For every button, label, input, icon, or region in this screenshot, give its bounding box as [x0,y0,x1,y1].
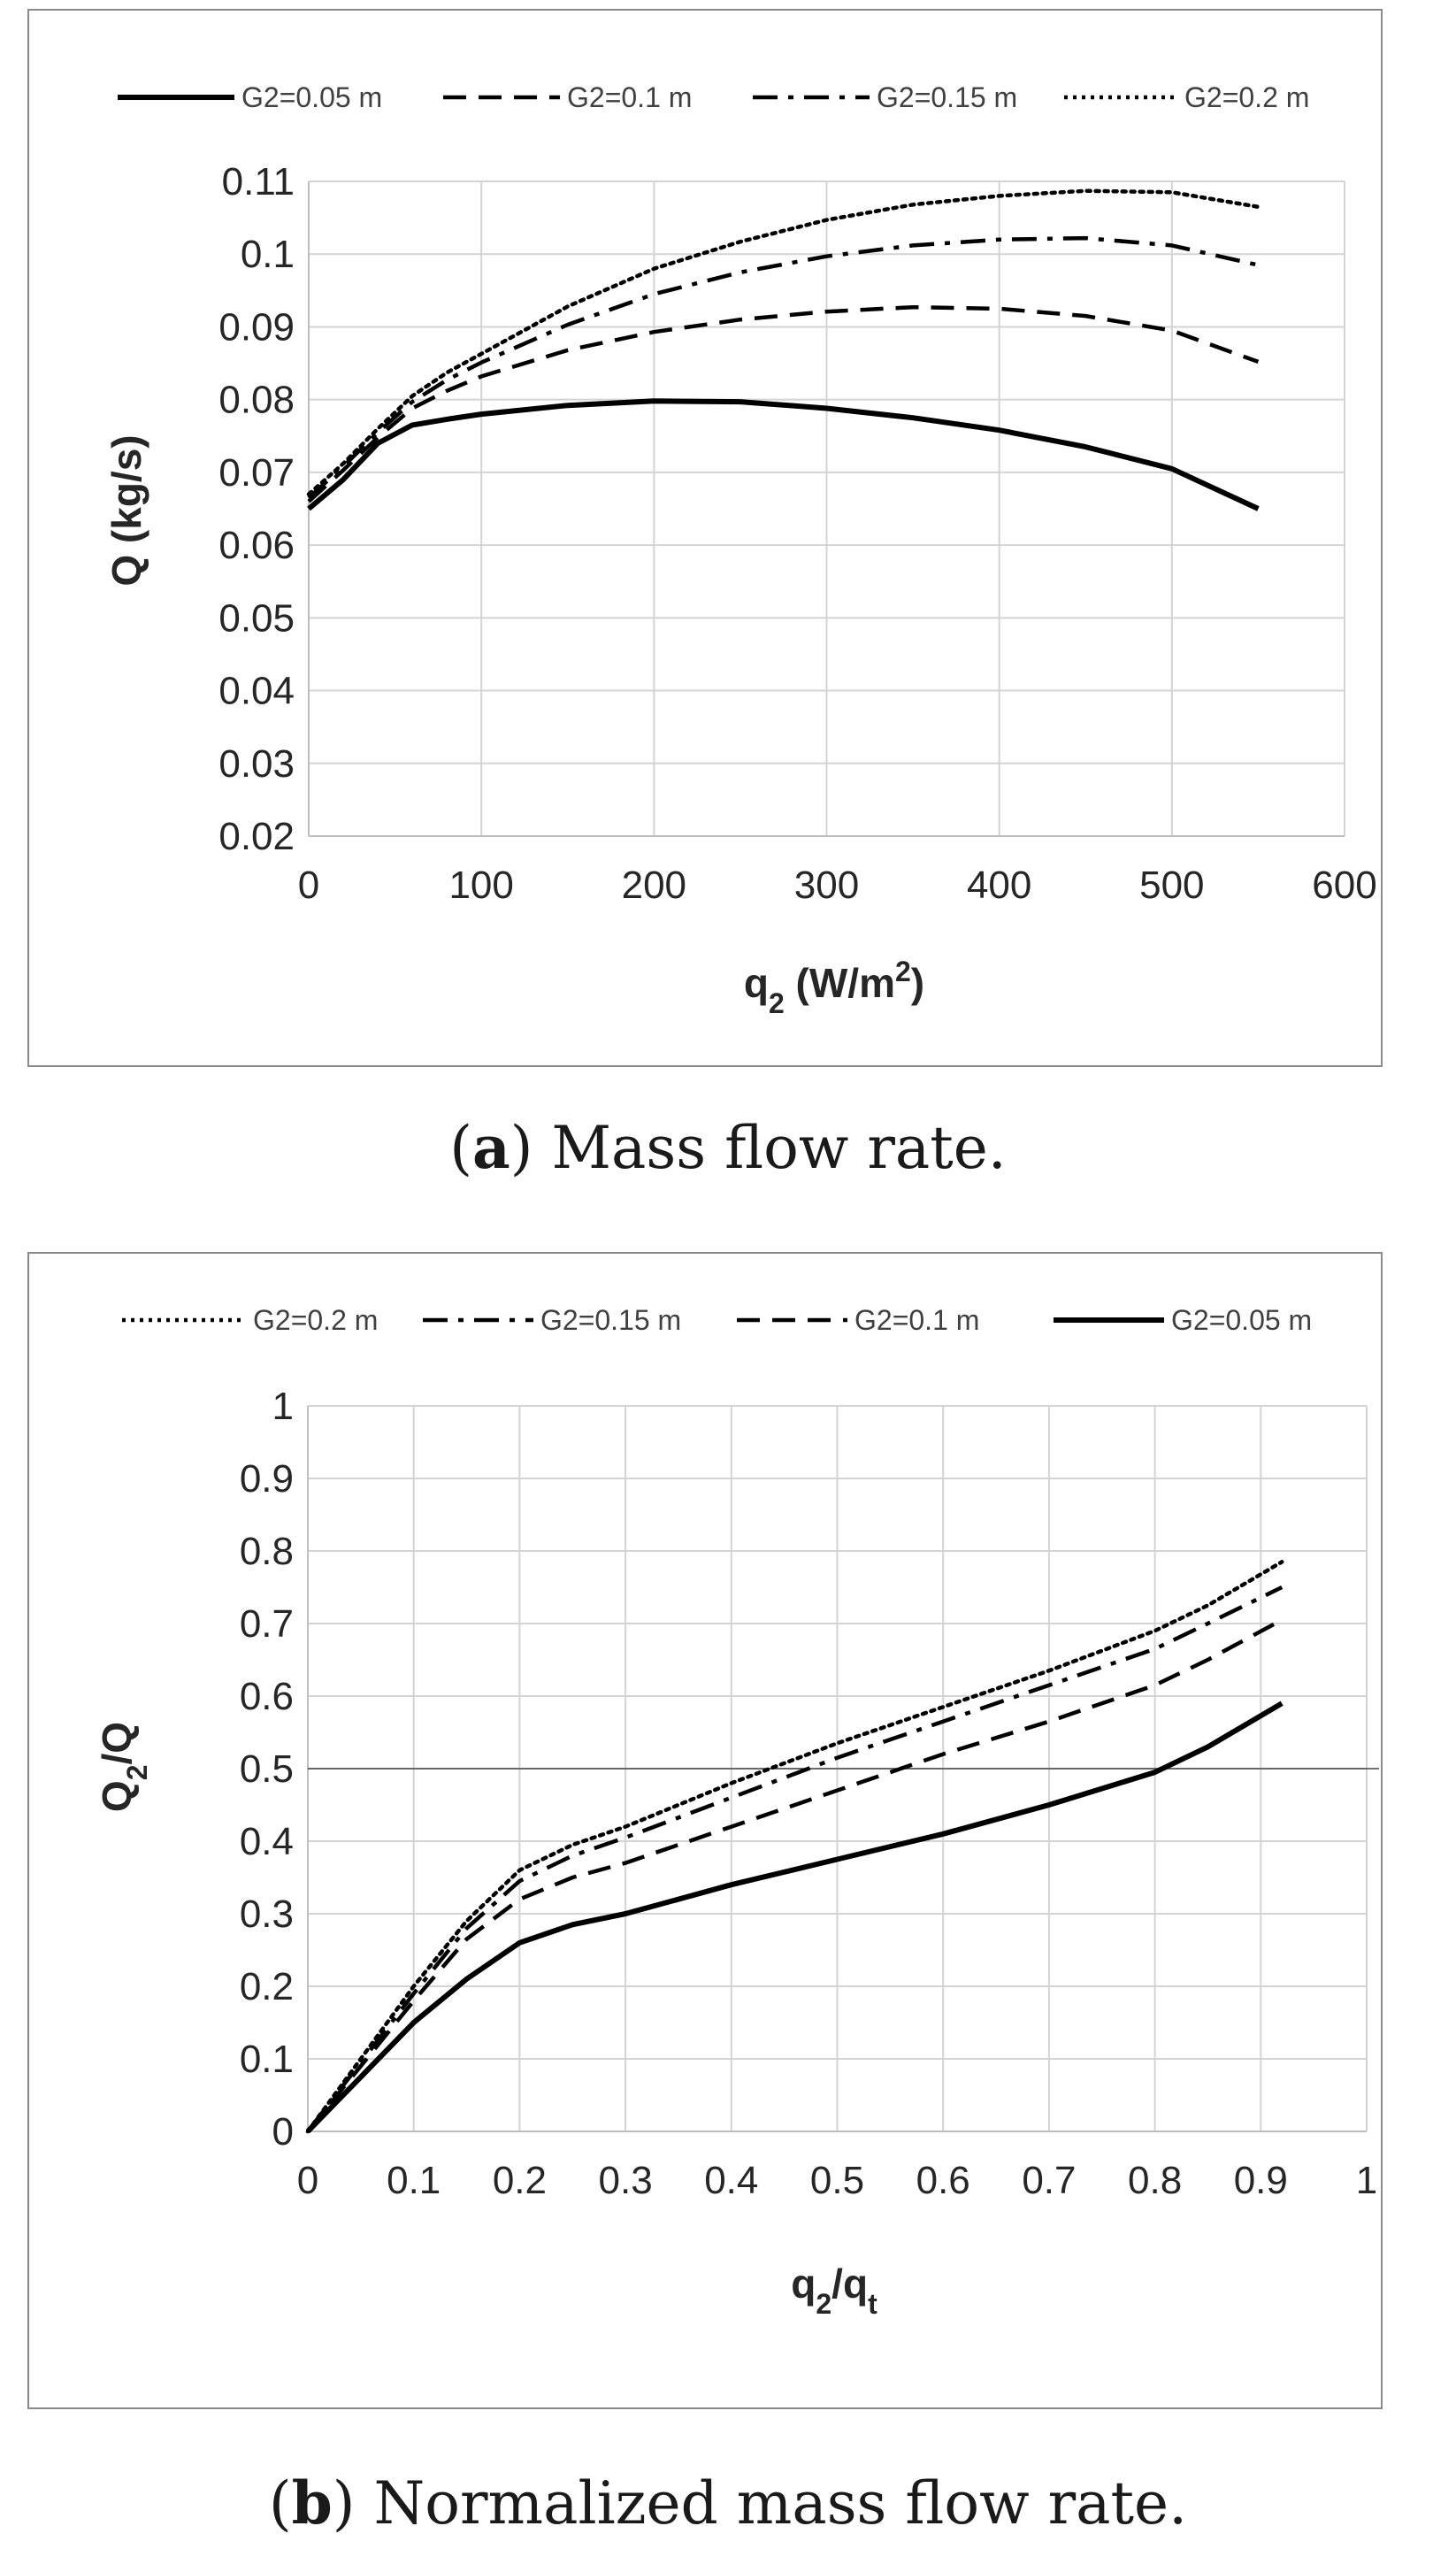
x-axis-title: q2/qt [791,2261,877,2320]
x-tick-label: 0 [297,2159,318,2202]
y-tick-label: 0.06 [218,524,295,567]
y-tick-label: 0.8 [240,1530,294,1573]
legend-label: G2=0.1 m [567,81,692,113]
y-axis-title-part: 2 [121,1764,153,1780]
x-tick-label: 1 [1356,2159,1377,2202]
series-line-dash-dot [307,235,1259,500]
x-tick-label: 0.9 [1234,2159,1288,2202]
x-tick-label: 0.5 [810,2159,864,2202]
x-tick-label: 0 [298,864,319,907]
y-tick-label: 0.7 [240,1602,294,1646]
y-axis-title-part: Q (kg/s) [103,434,149,586]
y-tick-label: 0.4 [240,1820,294,1863]
x-tick-label: 0.4 [704,2159,758,2202]
x-tick-label: 500 [1139,864,1204,907]
caption-a: (a) Mass flow rate. [449,1113,1007,1182]
chart-panel-b: 0 0.1 0.2 0.3 0.4 0.5 0.6 0.7 0.8 0.9 1 0 0.1 0.2 0.3 0… [27,1252,1383,2409]
y-axis-title: Q (kg/s) [103,434,149,586]
legend-label: G2=0.15 m [540,1304,681,1336]
y-tick-label: 0.05 [218,596,295,640]
legend-label: G2=0.05 m [241,81,382,113]
x-axis-title-part: q [791,2261,816,2307]
x-tick-label: 300 [794,864,859,907]
x-tick-label: 0.6 [916,2159,970,2202]
chart-b-svg: 0 0.1 0.2 0.3 0.4 0.5 0.6 0.7 0.8 0.9 1 0 0.1 0.2 0.3 0… [94,1304,1379,2320]
y-axis-title-part: /Q [94,1722,140,1765]
y-tick-label: 0.6 [240,1675,294,1718]
y-tick-label: 0.2 [240,1965,294,2008]
x-tick-label: 0.8 [1128,2159,1182,2202]
x-tick-label: 200 [622,864,686,907]
x-axis-title-part: 2 [816,2288,831,2320]
y-tick-label: 0.3 [240,1893,294,1936]
y-tick-label: 1 [272,1385,294,1428]
series-line-dashed [307,304,1260,503]
y-tick-label: 0.03 [218,742,295,786]
y-tick-label: 0.04 [218,670,295,713]
x-tick-label: 0.3 [599,2159,653,2202]
x-tick-label: 0.2 [493,2159,547,2202]
y-tick-label: 0.1 [240,2038,294,2081]
legend-label: G2=0.2 m [253,1304,378,1336]
series-line-solid [307,398,1260,511]
y-axis-title: Q2/Q [94,1722,153,1812]
y-tick-label: 0 [272,2110,294,2154]
y-tick-label: 0.5 [240,1747,294,1791]
x-axis-title-part: 2 [769,987,785,1019]
series-line-dotted [305,1560,1284,2134]
x-tick-label: 0.7 [1022,2159,1076,2202]
y-tick-label: 0.02 [218,815,295,858]
x-axis-title-part: 2 [895,956,911,987]
x-axis-title-part: q [744,960,769,1006]
y-tick-label: 0.9 [240,1457,294,1501]
x-tick-label: 100 [448,864,513,907]
series-line-dash-dot [306,1585,1284,2133]
x-axis-title-part: t [868,2288,877,2320]
chart-panel-a: 0.02 0.03 0.04 0.05 0.06 0.07 0.08 0.09 0.1 0.11 0… [27,9,1383,1067]
y-tick-label: 0.1 [241,233,295,276]
caption-b: (b) Normalized mass flow rate. [268,2468,1188,2537]
legend-label: G2=0.15 m [877,81,1017,113]
legend-label: G2=0.2 m [1184,81,1309,113]
caption-a-text: Mass flow rate. [533,1114,1007,1182]
caption-b-letter: b [291,2468,333,2537]
y-tick-label: 0.11 [222,160,295,203]
caption-b-text: Normalized mass flow rate. [355,2469,1188,2537]
series-line-solid [305,1701,1284,2134]
legend-label: G2=0.05 m [1171,1304,1312,1336]
x-axis-title-part: ) [911,960,924,1006]
y-tick-label: 0.08 [218,379,295,422]
x-axis-title-part: (W/m [785,960,895,1006]
x-tick-label: 600 [1312,864,1376,907]
legend-label: G2=0.1 m [854,1304,979,1336]
y-tick-label: 0.09 [218,305,295,349]
caption-a-letter: a [471,1113,510,1182]
series-line-dashed [306,1617,1284,2133]
x-tick-label: 400 [967,864,1031,907]
chart-a-svg: 0.02 0.03 0.04 0.05 0.06 0.07 0.08 0.09 0.1 0.11 0… [103,81,1377,1019]
x-axis-title-part: /q [831,2261,868,2307]
y-axis-title-part: Q [94,1780,140,1812]
series-line-dotted [306,188,1261,496]
y-tick-label: 0.07 [218,451,295,495]
x-axis-title: q2 (W/m2) [744,956,924,1019]
x-tick-label: 0.1 [387,2159,441,2202]
